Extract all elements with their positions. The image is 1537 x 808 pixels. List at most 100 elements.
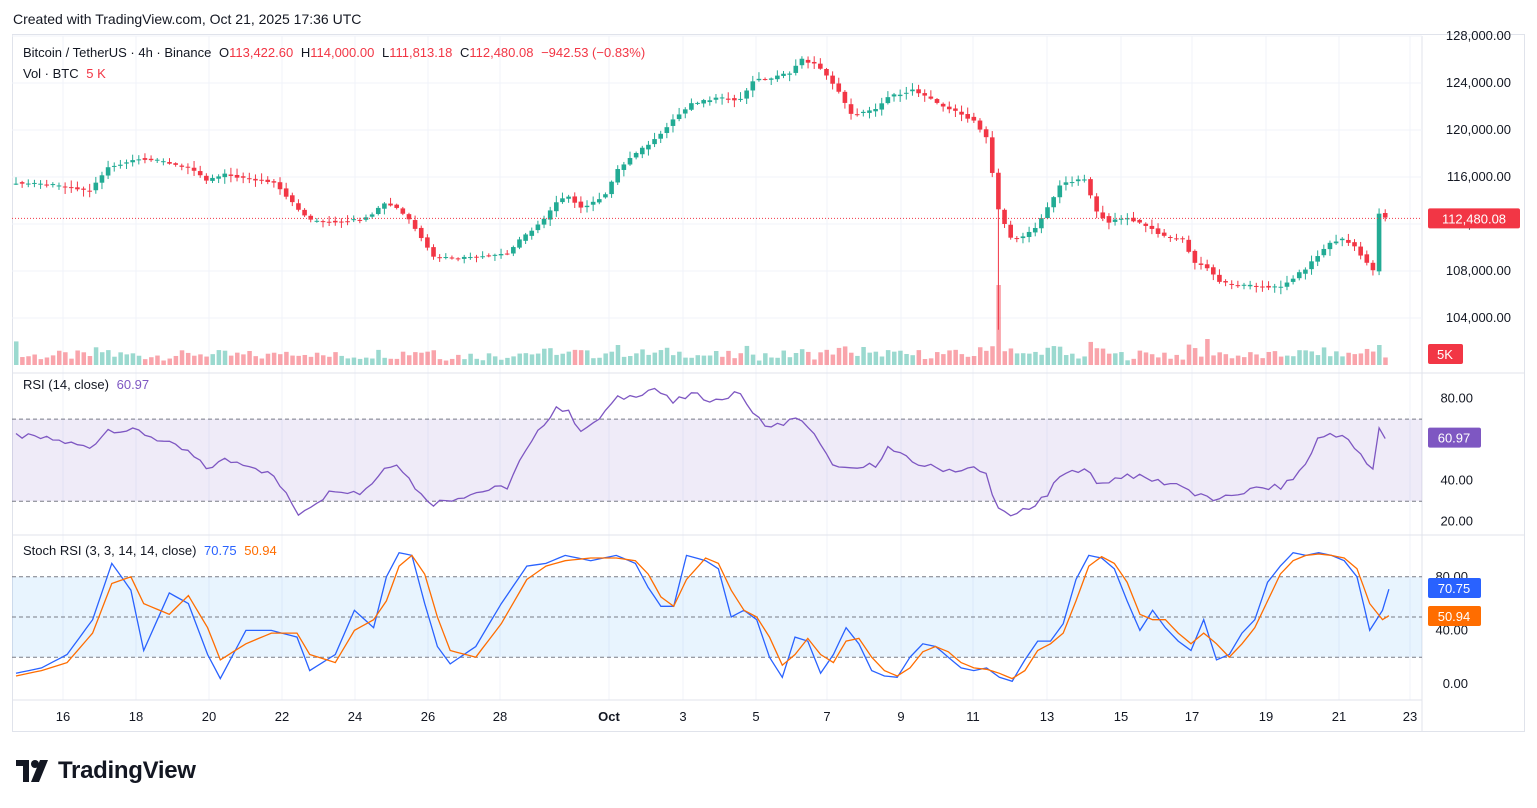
volume-bar	[480, 360, 486, 365]
rsi-label[interactable]: RSI (14, close)	[23, 377, 109, 392]
volume-bar	[689, 357, 694, 365]
candle-body	[1118, 218, 1124, 220]
volume-bar	[492, 356, 498, 365]
candle-body	[1137, 219, 1142, 223]
volume-bar	[431, 350, 437, 365]
volume-bar	[1278, 356, 1284, 365]
volume-bar	[977, 347, 983, 365]
candle-body	[1352, 242, 1357, 247]
candle-body	[609, 181, 614, 195]
volume-bar	[63, 352, 68, 365]
candle-body	[719, 97, 725, 99]
candle-body	[154, 159, 160, 161]
candle-body	[523, 234, 528, 241]
volume-bar	[1364, 348, 1370, 365]
tradingview-logo[interactable]: TradingView	[16, 757, 196, 785]
volume-bar	[1039, 354, 1044, 365]
volume-bar	[1284, 355, 1290, 365]
volume-bar	[370, 358, 375, 365]
candle-body	[959, 111, 964, 115]
candle-body	[247, 178, 252, 180]
volume-bar	[474, 358, 479, 365]
volume-bar	[1192, 348, 1198, 365]
candle-body	[406, 214, 412, 220]
volume-bar	[1327, 356, 1333, 365]
candle-body	[296, 203, 301, 210]
volume-bar	[376, 349, 381, 365]
candle-body	[486, 255, 492, 257]
candle-body	[197, 171, 203, 176]
time-tick-label: 7	[823, 709, 830, 724]
candle-body	[314, 220, 320, 222]
time-tick-label: 26	[421, 709, 435, 724]
volume-bar	[695, 355, 701, 365]
candle-body	[1247, 284, 1253, 287]
candle-body	[1149, 225, 1155, 229]
candle-body	[682, 109, 688, 114]
candle-body	[953, 108, 958, 111]
candle-body	[136, 159, 142, 161]
volume-bar	[161, 360, 166, 365]
candle-body	[842, 91, 848, 103]
candle-body	[824, 69, 829, 76]
volume-bar	[1033, 351, 1038, 365]
volume-bar	[1045, 347, 1051, 365]
high-label: H	[300, 45, 311, 60]
candle-body	[1088, 179, 1093, 196]
volume-legend: Vol · BTC 5 K	[23, 66, 110, 81]
high-value: 114,000.00	[310, 45, 375, 60]
candle-body	[204, 175, 209, 181]
candle-body	[1026, 231, 1032, 238]
candle-body	[400, 208, 406, 214]
candle-body	[240, 176, 246, 178]
candle-body	[1112, 219, 1118, 222]
candle-body	[1057, 185, 1063, 198]
stoch-label[interactable]: Stoch RSI (3, 3, 14, 14, close)	[23, 543, 197, 558]
volume-bar	[38, 359, 44, 365]
volume-bar	[1199, 356, 1204, 365]
volume-value: 5 K	[86, 66, 106, 81]
stoch-d-value: 50.94	[244, 543, 277, 558]
volume-bar	[1088, 341, 1093, 365]
volume-bar	[1242, 357, 1247, 365]
candle-body	[1346, 239, 1351, 243]
volume-bar	[20, 357, 25, 365]
volume-bar	[830, 354, 836, 365]
candle-body	[707, 100, 713, 103]
volume-bar	[394, 358, 400, 365]
rsi-band	[12, 419, 1422, 502]
candle-body	[793, 65, 799, 73]
volume-bar	[1186, 344, 1192, 365]
volume-bar	[959, 354, 965, 365]
candle-body	[68, 187, 74, 189]
volume-bar	[787, 357, 793, 365]
candle-body	[38, 183, 43, 185]
volume-bar	[136, 355, 142, 365]
candle-body	[173, 163, 178, 165]
time-tick-label: 3	[679, 709, 686, 724]
volume-bar	[867, 352, 872, 365]
candle-body	[811, 61, 817, 64]
candle-body	[1358, 246, 1363, 256]
candle-body	[572, 196, 578, 203]
stoch-k-value: 70.75	[204, 543, 237, 558]
volume-bar	[14, 341, 19, 365]
volume-bar	[597, 357, 602, 365]
volume-bar	[1027, 353, 1032, 365]
volume-bar	[677, 351, 682, 365]
volume-bar	[1143, 352, 1149, 365]
volume-bar	[664, 347, 670, 365]
volume-bar	[106, 350, 111, 365]
volume-bar	[363, 357, 369, 365]
volume-bar	[259, 358, 265, 365]
volume-bar	[155, 355, 160, 365]
symbol-label[interactable]: Bitcoin / TetherUS · 4h · Binance	[23, 45, 212, 60]
candle-body	[805, 59, 811, 63]
volume-bar	[345, 358, 351, 365]
volume-label[interactable]: Vol · BTC	[23, 66, 79, 81]
stoch-k-tag-label: 70.75	[1438, 581, 1471, 596]
volume-bar	[462, 359, 467, 365]
candle-body	[326, 221, 332, 223]
candle-body	[25, 183, 31, 185]
